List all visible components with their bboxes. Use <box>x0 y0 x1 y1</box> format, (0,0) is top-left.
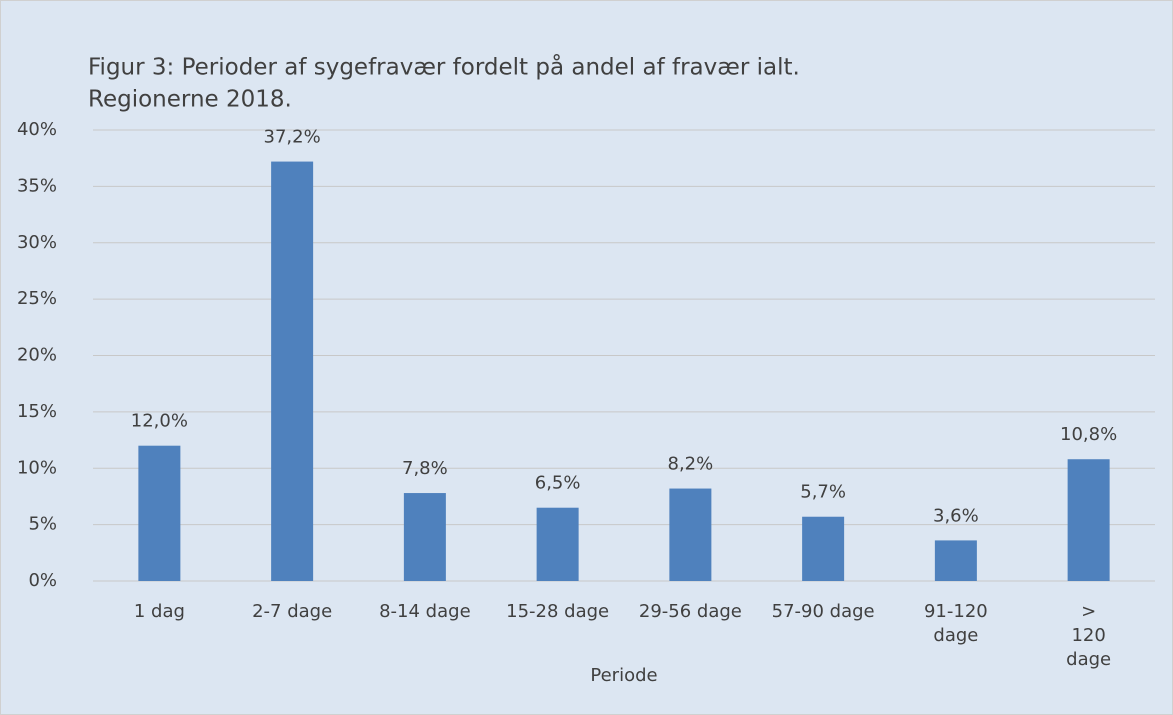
data-label: 12,0% <box>131 411 188 432</box>
bar <box>403 493 446 581</box>
x-tick-label: 29-56 dage <box>639 601 742 622</box>
x-tick-label: >120 dage <box>1066 601 1111 670</box>
bar <box>934 540 977 581</box>
y-tick-label: 10% <box>17 457 57 478</box>
data-label: 5,7% <box>800 482 846 503</box>
data-label: 3,6% <box>933 505 979 526</box>
x-tick-label: 8-14 dage <box>379 601 471 622</box>
data-label: 37,2% <box>264 127 321 148</box>
data-label: 8,2% <box>668 454 714 475</box>
y-tick-label: 0% <box>28 570 57 591</box>
y-tick-label: 25% <box>17 288 57 309</box>
x-tick-label: 2-7 dage <box>252 601 332 622</box>
chart-title: Regionerne 2018. <box>88 87 292 113</box>
x-tick-label: 57-90 dage <box>772 601 875 622</box>
bar <box>669 488 712 581</box>
data-label: 7,8% <box>402 458 448 479</box>
x-axis-title: Periode <box>590 665 657 686</box>
data-label: 10,8% <box>1060 424 1117 445</box>
bar <box>271 161 314 581</box>
y-tick-label: 30% <box>17 232 57 253</box>
bar <box>536 507 579 581</box>
y-tick-label: 40% <box>17 119 57 140</box>
x-tick-label: 15-28 dage <box>506 601 609 622</box>
data-label: 6,5% <box>535 473 581 494</box>
chart-title: Figur 3: Perioder af sygefravær fordelt … <box>88 53 800 81</box>
y-tick-label: 5% <box>28 514 57 535</box>
y-tick-label: 20% <box>17 345 57 366</box>
x-tick-label: 91-120 dage <box>924 601 988 646</box>
bar <box>138 445 181 581</box>
y-tick-label: 15% <box>17 401 57 422</box>
bar <box>1067 459 1110 581</box>
x-tick-label: 1 dag <box>134 601 185 622</box>
bar <box>802 516 845 581</box>
y-tick-label: 35% <box>17 175 57 196</box>
